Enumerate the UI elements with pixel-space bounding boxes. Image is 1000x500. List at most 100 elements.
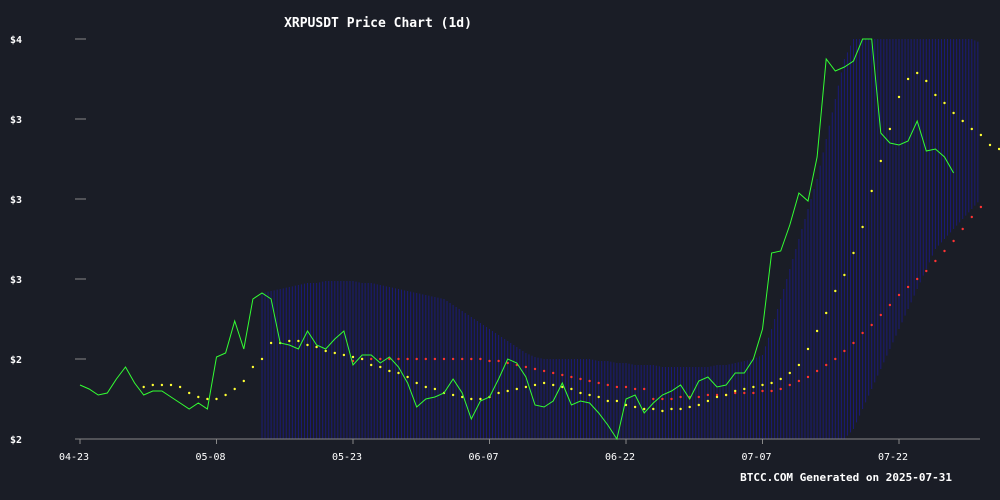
ma-short-point	[624, 403, 628, 407]
ma-long-point	[406, 357, 409, 361]
x-tick-label: 04-23	[59, 452, 89, 463]
ma-long-point	[788, 383, 791, 387]
ma-short-point	[415, 381, 418, 385]
price-series	[79, 38, 955, 441]
ma-short-point	[288, 339, 291, 343]
y-tick-label: $3	[10, 115, 22, 126]
ma-short-point	[224, 393, 227, 397]
ma-long-point	[561, 373, 564, 377]
ma-long-point	[424, 357, 427, 361]
ma-short-point	[652, 407, 655, 411]
ma-long-point	[943, 249, 946, 253]
ma-long-point	[961, 227, 964, 231]
band-layer	[261, 39, 979, 439]
ma-long-point	[497, 359, 500, 363]
ma-short-point	[497, 391, 500, 395]
ma-long-point	[633, 387, 637, 391]
ma-long-point	[524, 365, 528, 369]
ma-short-point	[188, 391, 191, 395]
ma-long-point	[897, 293, 901, 297]
ma-short-point	[797, 363, 801, 367]
ma-short-point	[806, 347, 810, 351]
ma-short-point	[761, 383, 764, 387]
ma-short-point	[142, 385, 145, 389]
ma-short-point	[906, 77, 910, 81]
ma-long-point	[542, 369, 546, 373]
ma-short-point	[970, 127, 973, 131]
ma-short-point	[542, 381, 546, 385]
ma-short-point	[879, 159, 882, 163]
ma-short-point	[306, 343, 309, 347]
ma-long-point	[806, 375, 810, 379]
ma-long-point	[906, 285, 910, 289]
ma-long-point	[952, 239, 955, 243]
ma-short-point	[342, 353, 346, 357]
ma-long-point	[652, 397, 655, 401]
ma-short-point	[324, 349, 327, 353]
ma-long-point	[815, 369, 819, 373]
ma-short-point	[779, 377, 782, 381]
ma-long-point	[761, 389, 764, 393]
ma-short-point	[379, 365, 382, 369]
ma-long-point	[451, 357, 455, 361]
ma-long-point	[670, 397, 673, 401]
ma-short-point	[770, 381, 773, 385]
ma-long-point	[606, 383, 609, 387]
ma-long-point	[470, 357, 473, 361]
ma-short-point	[706, 399, 710, 403]
ma-long-point	[397, 357, 400, 361]
ma-long-point	[615, 385, 619, 389]
chart-title: XRPUSDT Price Chart (1d)	[284, 16, 472, 31]
ma-long-point	[743, 391, 746, 395]
ma-long-point	[379, 357, 382, 361]
ma-short-point	[397, 371, 400, 375]
ma-long-point	[579, 377, 582, 381]
ma-long-point	[533, 367, 537, 371]
ma-short-point	[925, 79, 928, 83]
ma-short-point	[588, 393, 591, 397]
ma-short-point	[834, 289, 837, 293]
ma-long-point	[752, 391, 755, 395]
ma-long-point	[624, 385, 628, 389]
ma-short-point	[570, 387, 573, 391]
ma-long-point	[370, 357, 373, 361]
ma-short-point	[734, 389, 737, 393]
x-tick-label: 07-22	[878, 452, 908, 463]
ma-long-point	[433, 357, 437, 361]
ma-long-point	[479, 357, 482, 361]
ma-long-point	[734, 391, 737, 395]
ma-short-point	[151, 383, 154, 387]
ma-short-point	[269, 341, 273, 345]
ma-long-point	[861, 331, 864, 335]
ma-long-point	[852, 341, 855, 345]
ma-long-point	[588, 379, 591, 383]
ma-long-point	[934, 259, 937, 263]
ma-short-point	[815, 329, 819, 333]
ma-short-point	[688, 405, 691, 409]
ma-short-point	[724, 393, 728, 397]
y-tick-label: $3	[10, 275, 22, 286]
ma-short-point	[233, 387, 236, 391]
ma-long-point	[679, 395, 682, 399]
x-tick-label: 05-23	[332, 452, 362, 463]
ma-short-point	[333, 351, 336, 355]
y-tick-label: $2	[10, 435, 22, 446]
ma-short-point	[206, 397, 209, 401]
ma-long-point	[916, 277, 919, 281]
ma-short-point	[697, 403, 700, 407]
ma-short-point	[979, 133, 983, 137]
ma-short-point	[643, 407, 646, 411]
ma-long-point	[779, 387, 782, 391]
ma-short-point	[552, 383, 555, 387]
ma-short-point	[433, 387, 437, 391]
ma-short-point	[479, 397, 482, 401]
ma-short-point	[370, 363, 373, 367]
ma-short-point	[997, 147, 1000, 151]
ma-short-point	[861, 225, 864, 229]
ma-short-point	[406, 375, 409, 379]
ma-long-point	[770, 389, 773, 393]
ma-short-point	[752, 385, 755, 389]
x-tick-label: 06-07	[468, 452, 498, 463]
ma-long-point	[661, 397, 664, 401]
